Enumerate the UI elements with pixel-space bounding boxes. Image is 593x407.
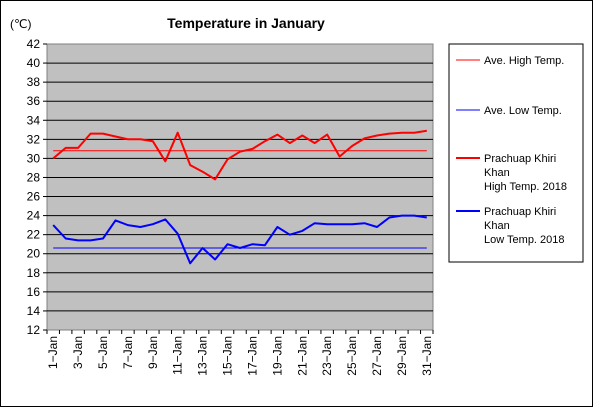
x-tick-label: 7−Jan xyxy=(121,336,135,369)
y-tick-label: 18 xyxy=(27,266,41,280)
y-tick-label: 32 xyxy=(27,132,41,146)
x-tick-label: 19−Jan xyxy=(270,336,284,376)
y-tick-label: 24 xyxy=(27,209,41,223)
plot-area xyxy=(46,43,434,331)
x-tick-label: 9−Jan xyxy=(146,336,160,369)
y-tick-label: 20 xyxy=(27,247,41,261)
y-tick-label: 26 xyxy=(27,190,41,204)
x-tick-label: 25−Jan xyxy=(345,336,359,376)
legend-label: Khan xyxy=(484,167,510,179)
series-line-2 xyxy=(52,129,427,181)
x-tick-label: 21−Jan xyxy=(295,336,309,376)
x-tick-label: 15−Jan xyxy=(221,336,235,376)
legend-label: Khan xyxy=(484,220,510,232)
x-tick-label: 1−Jan xyxy=(46,336,60,369)
x-tick-label: 17−Jan xyxy=(245,336,259,376)
series-layer xyxy=(52,129,427,265)
legend-label: Prachuap Khiri xyxy=(484,206,556,218)
x-tick-label: 29−Jan xyxy=(395,336,409,376)
y-tick-label: 30 xyxy=(27,151,41,165)
legend-label: Ave. Low Temp. xyxy=(484,105,562,117)
y-axis-ticks: 12 14 16 18 20 22 24 26 28 30 32 34 36 38 40 42 xyxy=(27,37,47,337)
x-tick-label: 13−Jan xyxy=(196,336,210,376)
y-tick-label: 42 xyxy=(27,37,41,51)
y-tick-label: 22 xyxy=(27,228,41,242)
x-tick-label: 27−Jan xyxy=(370,336,384,376)
x-tick-label: 23−Jan xyxy=(320,336,334,376)
legend-label: Ave. High Temp. xyxy=(484,55,564,67)
y-tick-label: 40 xyxy=(27,56,41,70)
y-tick-label: 34 xyxy=(27,113,41,127)
y-tick-label: 14 xyxy=(27,304,41,318)
legend-label: Low Temp. 2018 xyxy=(484,234,565,246)
chart-title: Temperature in January xyxy=(167,15,325,31)
series-line-3 xyxy=(52,214,427,265)
x-tick-label: 11−Jan xyxy=(171,336,185,375)
legend-label: Prachuap Khiri xyxy=(484,153,556,165)
y-tick-label: 38 xyxy=(27,75,41,89)
legend xyxy=(448,43,584,263)
legend-items: Ave. High Temp. Ave. Low Temp. Prachuap Kh… xyxy=(456,55,567,246)
y-tick-label: 16 xyxy=(27,285,41,299)
x-axis-ticks: 1−Jan 3−Jan 5−Jan 7−Jan 9−Jan 11−Jan 13−Jan 15−… xyxy=(46,330,434,376)
x-tick-label: 31−Jan xyxy=(420,336,434,376)
x-tick-label: 5−Jan xyxy=(96,336,110,369)
y-tick-label: 36 xyxy=(27,94,41,108)
y-axis-unit: (℃) xyxy=(10,17,31,31)
y-tick-label: 12 xyxy=(27,323,41,337)
y-tick-label: 28 xyxy=(27,170,41,184)
x-tick-label: 3−Jan xyxy=(71,336,85,369)
gridlines xyxy=(47,62,433,312)
legend-label: High Temp. 2018 xyxy=(484,181,567,193)
